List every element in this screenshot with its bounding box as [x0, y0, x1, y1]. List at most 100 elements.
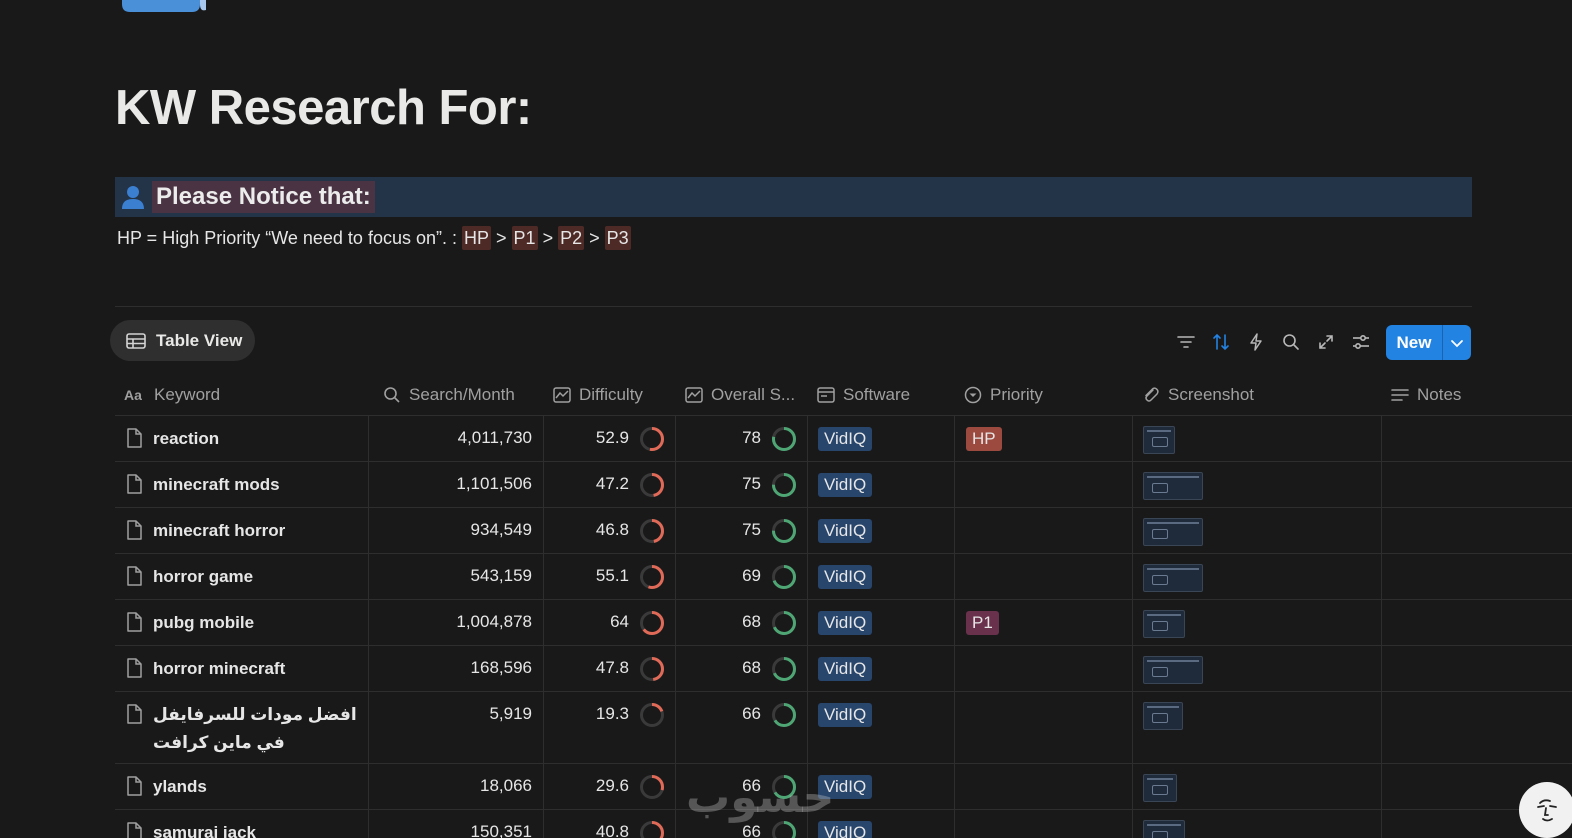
column-header-keyword[interactable]: Aa Keyword [115, 375, 369, 415]
column-header-notes[interactable]: Notes [1382, 375, 1572, 415]
table-row[interactable]: minecraft horror 934,549 46.8 75 VidIQ [115, 508, 1572, 554]
cell-search-month[interactable]: 1,004,878 [369, 600, 544, 645]
cell-notes[interactable] [1382, 462, 1572, 507]
table-row[interactable]: horror minecraft 168,596 47.8 68 VidIQ [115, 646, 1572, 692]
cell-keyword[interactable]: minecraft horror [115, 508, 369, 553]
cell-priority[interactable] [955, 646, 1133, 691]
cell-keyword[interactable]: افضل مودات للسرفايفل في ماين كرافت [115, 692, 369, 763]
cell-notes[interactable] [1382, 554, 1572, 599]
cell-overall-score[interactable]: 68 [676, 600, 808, 645]
cell-notes[interactable] [1382, 646, 1572, 691]
new-button[interactable]: New [1386, 325, 1471, 360]
cell-software[interactable]: VidIQ [808, 508, 955, 553]
cell-software[interactable]: VidIQ [808, 646, 955, 691]
cell-overall-score[interactable]: 66 [676, 692, 808, 763]
cell-software[interactable]: VidIQ [808, 554, 955, 599]
cell-screenshot[interactable] [1133, 416, 1382, 461]
cell-difficulty[interactable]: 46.8 [544, 508, 676, 553]
cell-search-month[interactable]: 150,351 [369, 810, 544, 838]
cell-priority[interactable] [955, 462, 1133, 507]
column-header-software[interactable]: Software [808, 375, 955, 415]
cell-search-month[interactable]: 543,159 [369, 554, 544, 599]
cell-overall-score[interactable]: 78 [676, 416, 808, 461]
cell-screenshot[interactable] [1133, 646, 1382, 691]
cell-search-month[interactable]: 18,066 [369, 764, 544, 809]
cell-screenshot[interactable] [1133, 692, 1382, 763]
help-button[interactable] [1519, 782, 1572, 838]
cell-priority[interactable] [955, 810, 1133, 838]
screenshot-thumbnail[interactable] [1143, 518, 1203, 546]
table-row[interactable]: reaction 4,011,730 52.9 78 VidIQ HP [115, 416, 1572, 462]
cell-screenshot[interactable] [1133, 600, 1382, 645]
cell-search-month[interactable]: 5,919 [369, 692, 544, 763]
cell-software[interactable]: VidIQ [808, 600, 955, 645]
cell-keyword[interactable]: pubg mobile [115, 600, 369, 645]
cell-priority[interactable] [955, 508, 1133, 553]
cell-search-month[interactable]: 168,596 [369, 646, 544, 691]
cell-notes[interactable] [1382, 692, 1572, 763]
cell-notes[interactable] [1382, 600, 1572, 645]
cell-difficulty[interactable]: 29.6 [544, 764, 676, 809]
cell-keyword[interactable]: reaction [115, 416, 369, 461]
cell-screenshot[interactable] [1133, 810, 1382, 838]
cell-priority[interactable] [955, 692, 1133, 763]
cell-overall-score[interactable]: 75 [676, 462, 808, 507]
screenshot-thumbnail[interactable] [1143, 472, 1203, 500]
cell-keyword[interactable]: minecraft mods [115, 462, 369, 507]
cell-difficulty[interactable]: 64 [544, 600, 676, 645]
cell-software[interactable]: VidIQ [808, 416, 955, 461]
cell-search-month[interactable]: 1,101,506 [369, 462, 544, 507]
table-row[interactable]: افضل مودات للسرفايفل في ماين كرافت 5,919 1… [115, 692, 1572, 764]
screenshot-thumbnail[interactable] [1143, 610, 1185, 638]
cell-software[interactable]: VidIQ [808, 764, 955, 809]
cell-difficulty[interactable]: 47.8 [544, 646, 676, 691]
cell-overall-score[interactable]: 66 [676, 810, 808, 838]
cell-keyword[interactable]: ylands [115, 764, 369, 809]
table-row[interactable]: pubg mobile 1,004,878 64 68 VidIQ P1 [115, 600, 1572, 646]
cell-screenshot[interactable] [1133, 462, 1382, 507]
expand-icon[interactable] [1316, 330, 1336, 354]
cell-search-month[interactable]: 934,549 [369, 508, 544, 553]
cell-software[interactable]: VidIQ [808, 462, 955, 507]
cell-notes[interactable] [1382, 508, 1572, 553]
column-header-priority[interactable]: Priority [955, 375, 1133, 415]
cell-priority[interactable] [955, 764, 1133, 809]
column-header-screenshot[interactable]: Screenshot [1133, 375, 1382, 415]
screenshot-thumbnail[interactable] [1143, 702, 1183, 730]
table-row[interactable]: ylands 18,066 29.6 66 VidIQ [115, 764, 1572, 810]
table-row[interactable]: horror game 543,159 55.1 69 VidIQ [115, 554, 1572, 600]
cell-difficulty[interactable]: 40.8 [544, 810, 676, 838]
cell-difficulty[interactable]: 47.2 [544, 462, 676, 507]
column-header-overall-score[interactable]: Overall S... [676, 375, 808, 415]
table-row[interactable]: samurai jack 150,351 40.8 66 VidIQ [115, 810, 1572, 838]
cell-screenshot[interactable] [1133, 508, 1382, 553]
cell-difficulty[interactable]: 52.9 [544, 416, 676, 461]
cell-overall-score[interactable]: 66 [676, 764, 808, 809]
cell-difficulty[interactable]: 19.3 [544, 692, 676, 763]
cell-notes[interactable] [1382, 416, 1572, 461]
cell-software[interactable]: VidIQ [808, 692, 955, 763]
screenshot-thumbnail[interactable] [1143, 564, 1203, 592]
column-header-difficulty[interactable]: Difficulty [544, 375, 676, 415]
cell-screenshot[interactable] [1133, 554, 1382, 599]
cell-screenshot[interactable] [1133, 764, 1382, 809]
table-row[interactable]: minecraft mods 1,101,506 47.2 75 VidIQ [115, 462, 1572, 508]
cell-overall-score[interactable]: 69 [676, 554, 808, 599]
cell-priority[interactable]: HP [955, 416, 1133, 461]
search-icon[interactable] [1281, 330, 1301, 354]
cell-overall-score[interactable]: 75 [676, 508, 808, 553]
cell-priority[interactable]: P1 [955, 600, 1133, 645]
cell-difficulty[interactable]: 55.1 [544, 554, 676, 599]
screenshot-thumbnail[interactable] [1143, 426, 1175, 454]
table-view-tab[interactable]: Table View [110, 320, 255, 361]
chevron-down-icon[interactable] [1443, 338, 1471, 348]
screenshot-thumbnail[interactable] [1143, 656, 1203, 684]
column-header-search-month[interactable]: Search/Month [369, 375, 544, 415]
cell-keyword[interactable]: samurai jack [115, 810, 369, 838]
screenshot-thumbnail[interactable] [1143, 774, 1177, 802]
settings-sliders-icon[interactable] [1351, 330, 1371, 354]
cell-priority[interactable] [955, 554, 1133, 599]
screenshot-thumbnail[interactable] [1143, 820, 1185, 838]
automation-bolt-icon[interactable] [1246, 330, 1266, 354]
cell-search-month[interactable]: 4,011,730 [369, 416, 544, 461]
